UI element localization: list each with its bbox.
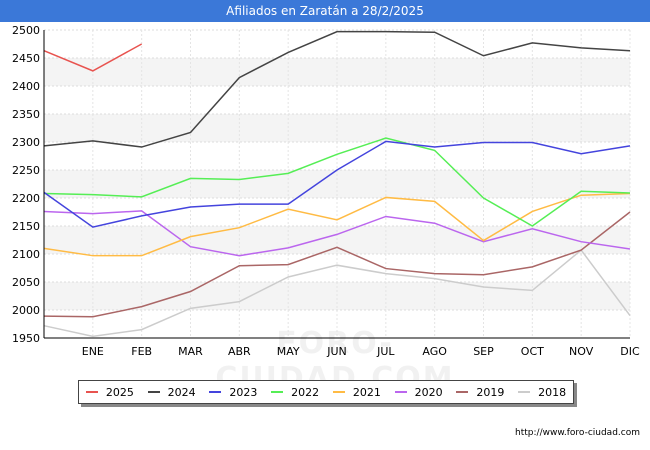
legend-label: 2019 bbox=[476, 385, 505, 399]
legend-swatch bbox=[147, 391, 160, 393]
y-axis: 1950 2000 2050 2100 2150 2200 2250 2300 2350 2400… bbox=[12, 24, 45, 345]
series-line-2021 bbox=[43, 192, 631, 257]
chart-title: Afiliados en Zaratán a 28/2/2025 bbox=[0, 0, 650, 22]
legend-swatch bbox=[332, 391, 345, 393]
series-line-2019 bbox=[43, 211, 631, 318]
y-tick-label: 2000 bbox=[12, 304, 40, 317]
source-url: http://www.foro-ciudad.com bbox=[515, 428, 640, 438]
x-tick-label: MAR bbox=[178, 345, 203, 358]
x-tick-label: SEP bbox=[473, 345, 494, 358]
x-tick-label: JUL bbox=[376, 345, 395, 358]
legend: 2025 2024 2023 2022 2021 2020 2019 2018 bbox=[78, 380, 574, 404]
y-tick-label: 2350 bbox=[12, 108, 40, 121]
series-line-2023 bbox=[43, 140, 631, 228]
legend-item-2022: 2022 bbox=[271, 386, 319, 399]
legend-label: 2022 bbox=[291, 385, 320, 399]
x-tick-label: NOV bbox=[569, 345, 594, 358]
x-tick-label: JUN bbox=[326, 345, 347, 358]
series-line-2020 bbox=[43, 210, 631, 257]
x-tick-label: MAY bbox=[277, 345, 300, 358]
legend-swatch bbox=[394, 391, 407, 393]
legend-swatch bbox=[209, 391, 222, 393]
series-line-2025 bbox=[43, 43, 143, 72]
legend-swatch bbox=[85, 391, 98, 393]
series-lines bbox=[43, 30, 631, 338]
y-tick-label: 2400 bbox=[12, 80, 40, 93]
legend-item-2020: 2020 bbox=[394, 385, 443, 399]
y-tick-label: 2150 bbox=[12, 220, 40, 233]
y-tick-label: 2500 bbox=[12, 24, 40, 37]
x-tick-label: AGO bbox=[422, 345, 447, 358]
x-tick-label: ABR bbox=[228, 345, 251, 358]
x-tick-label: DIC bbox=[620, 345, 640, 358]
legend-item-2018: 2018 bbox=[518, 386, 566, 399]
series-line-2024 bbox=[43, 30, 631, 148]
legend-label: 2021 bbox=[352, 385, 381, 399]
legend-swatch bbox=[456, 391, 469, 393]
y-tick-label: 1950 bbox=[12, 332, 40, 345]
x-tick-label: FEB bbox=[131, 345, 152, 358]
series-line-2022 bbox=[43, 137, 631, 227]
legend-swatch bbox=[518, 391, 531, 393]
y-tick-label: 2250 bbox=[12, 164, 40, 177]
legend-label: 2023 bbox=[229, 385, 258, 399]
legend-item-2019: 2019 bbox=[456, 386, 504, 399]
x-axis: ENE FEB MAR ABR MAY JUN JUL AGO SEP OCT NOV DIC bbox=[44, 337, 640, 358]
legend-label: 2024 bbox=[167, 385, 196, 399]
legend-item-2024: 2024 bbox=[147, 385, 196, 399]
y-tick-label: 2450 bbox=[12, 52, 40, 65]
legend-item-2021: 2021 bbox=[332, 385, 381, 399]
y-tick-label: 2050 bbox=[12, 276, 40, 289]
legend-swatch bbox=[271, 391, 284, 393]
y-tick-label: 2300 bbox=[12, 136, 40, 149]
series-line-2018 bbox=[43, 248, 631, 338]
legend-label: 2025 bbox=[105, 385, 134, 399]
y-tick-label: 2100 bbox=[12, 248, 40, 261]
x-tick-label: OCT bbox=[521, 345, 544, 358]
legend-item-2025: 2025 bbox=[85, 385, 134, 399]
legend-label: 2018 bbox=[538, 385, 567, 399]
y-tick-label: 2200 bbox=[12, 192, 40, 205]
x-tick-label: ENE bbox=[82, 345, 104, 358]
legend-label: 2020 bbox=[414, 385, 443, 399]
legend-item-2023: 2023 bbox=[209, 386, 257, 399]
